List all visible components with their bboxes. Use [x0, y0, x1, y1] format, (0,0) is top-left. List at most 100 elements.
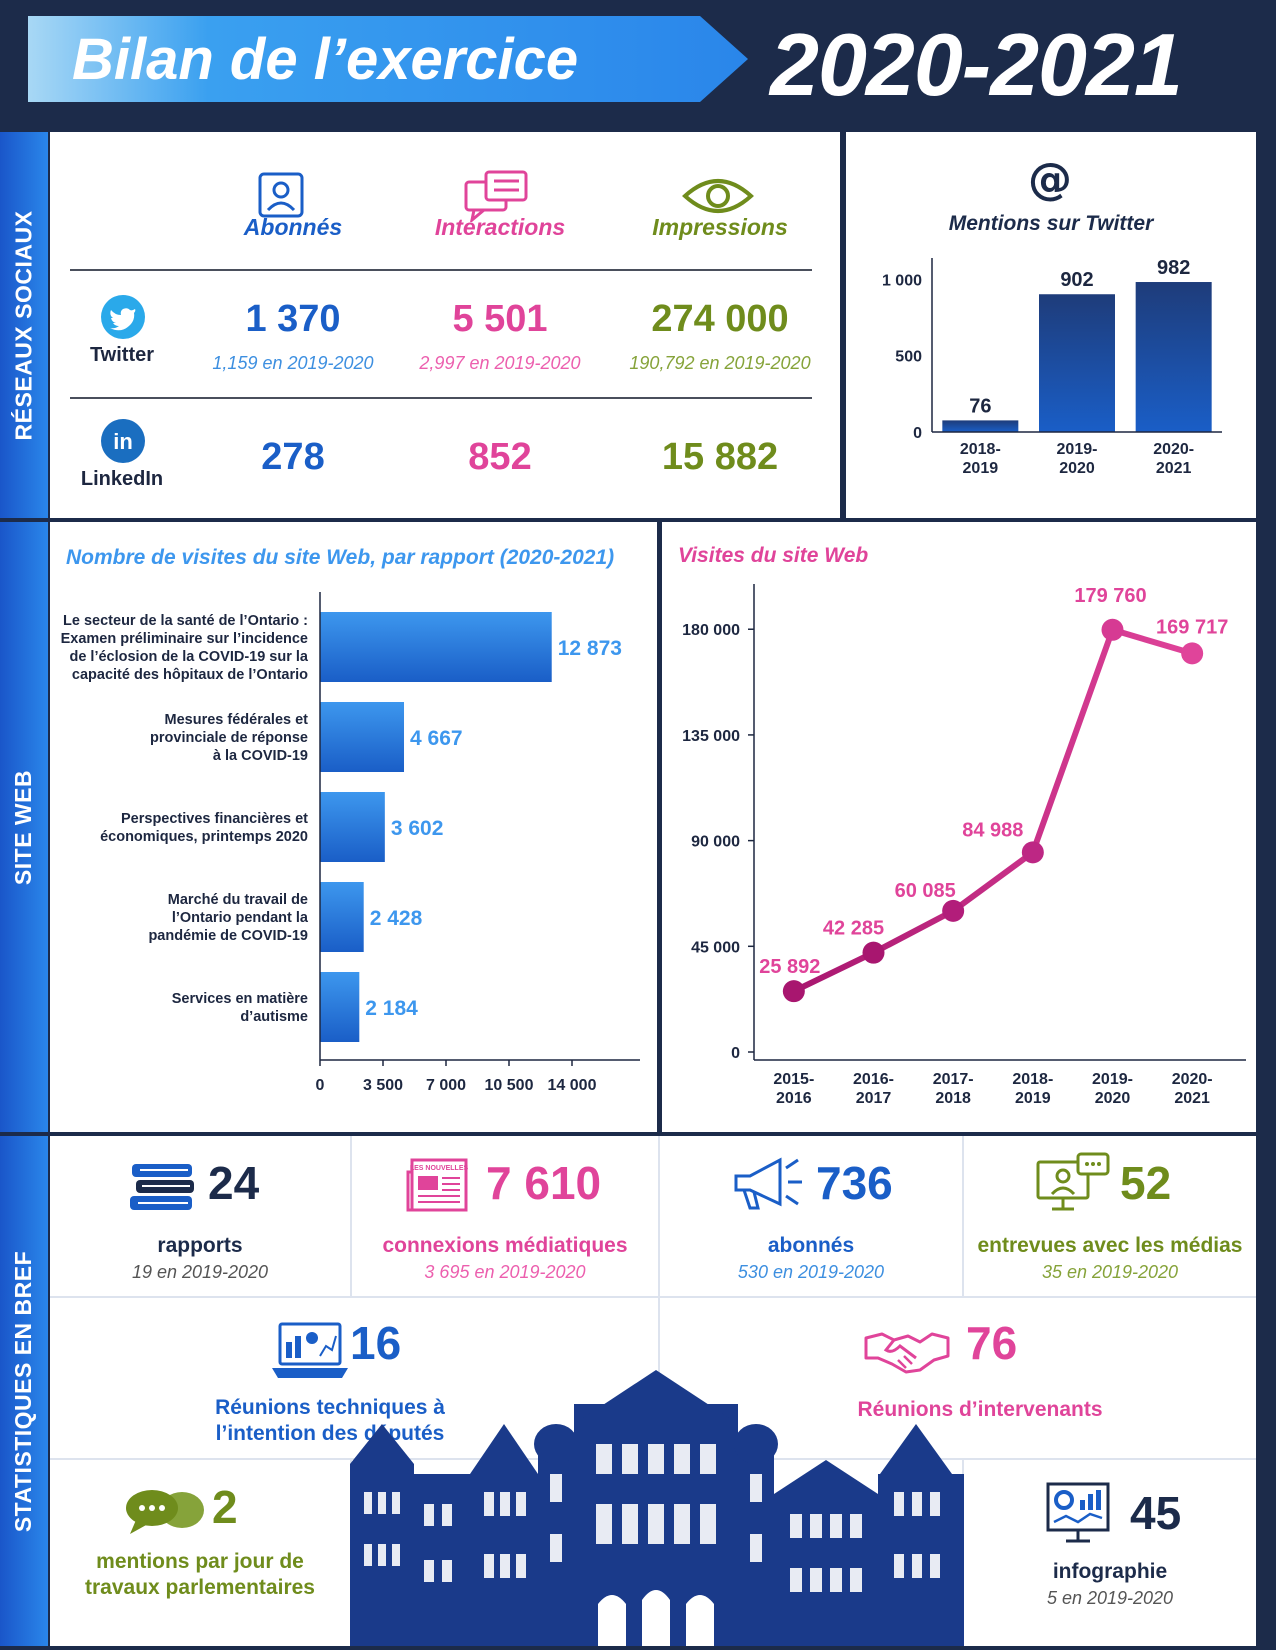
data-label: 3 602	[391, 817, 444, 840]
data-label: 902	[1060, 269, 1093, 291]
category-label: Le secteur de la santé de l’Ontario : Exa…	[61, 613, 309, 683]
speech-bubbles-icon	[126, 1490, 204, 1534]
stat-media-value: 7 610	[486, 1157, 602, 1209]
social-panel: Abonnés Interactions Impressions Twitter…	[50, 132, 840, 518]
x-tick-label: 2020-2021	[1153, 441, 1194, 477]
x-tick-label: 0	[316, 1077, 325, 1094]
stat-reports-previous: 19 en 2019-2020	[131, 1262, 269, 1282]
x-tick-label: 7 000	[426, 1077, 466, 1094]
bar	[320, 702, 405, 772]
stat-interviews-previous: 35 en 2019-2020	[1041, 1262, 1179, 1282]
bar	[942, 420, 1019, 432]
x-tick-label: 2019-2020	[1057, 441, 1098, 477]
bar	[1039, 294, 1115, 432]
megaphone-icon	[734, 1157, 802, 1210]
reports-panel: Nombre de visites du site Web, par rappo…	[50, 522, 657, 1132]
data-point	[942, 899, 965, 922]
handshake-icon	[864, 1332, 950, 1374]
svg-text:LES NOUVELLES: LES NOUVELLES	[410, 1165, 469, 1172]
newspaper-icon: LES NOUVELLES	[406, 1158, 469, 1212]
stat-media-label: connexions médiatiques	[382, 1234, 628, 1257]
data-label: 76	[969, 395, 991, 417]
x-tick-label: 14 000	[548, 1077, 597, 1094]
x-tick-label: 2018-2019	[960, 441, 1001, 477]
linkedin-icon: in	[101, 419, 145, 463]
x-tick-label: 2015-2016	[773, 1071, 814, 1107]
data-label: 12 873	[558, 637, 622, 660]
y-tick-label: 90 000	[691, 834, 740, 851]
stat-stakeholders-label: Réunions d’intervenants	[857, 1398, 1103, 1421]
y-tick-label: 135 000	[682, 728, 740, 745]
stat-infographics-previous: 5 en 2019-2020	[1046, 1588, 1174, 1608]
bar	[320, 612, 552, 682]
twitter-icon	[101, 295, 145, 339]
stat-stakeholders-value: 76	[966, 1317, 1018, 1369]
books-icon	[130, 1164, 194, 1210]
row-label-twitter: Twitter	[89, 344, 155, 366]
stat-reports-value: 24	[208, 1157, 260, 1209]
col-head-interactions: Interactions	[434, 214, 566, 240]
data-point	[1101, 618, 1124, 641]
data-label: 4 667	[410, 727, 463, 750]
data-point	[1181, 642, 1204, 665]
bar	[320, 882, 364, 952]
page-title: Bilan de l’exercice	[72, 27, 579, 92]
data-point	[782, 980, 805, 1003]
data-label: 2 184	[365, 997, 418, 1020]
col-head-followers: Abonnés	[243, 214, 343, 240]
chart-title: Mentions sur Twitter	[948, 212, 1154, 235]
stat-media-previous: 3 695 en 2019-2020	[424, 1262, 586, 1282]
svg-text:@: @	[1028, 154, 1072, 202]
bar	[320, 792, 385, 862]
twitter-impressions: 274 000	[651, 298, 789, 340]
y-tick-label: 500	[895, 349, 922, 366]
visits-chart: 0 45 000 90 000 135 000 180 000 25 892 2015-20…	[682, 584, 1246, 1107]
stat-tech-value: 16	[350, 1317, 402, 1369]
twitter-followers-previous: 1,159 en 2019-2020	[212, 353, 374, 373]
chart-title: Nombre de visites du site Web, par rappo…	[66, 546, 615, 569]
stat-subscribers-value: 736	[816, 1157, 893, 1209]
visits-panel: Visites du site Web 0 45 000 90 000 135 000…	[662, 522, 1256, 1132]
x-tick-label: 2020-2021	[1172, 1071, 1213, 1107]
section-label-stats: STATISTIQUES EN BREF	[0, 1136, 48, 1646]
stat-cell	[660, 1136, 962, 1296]
stats-panel: 24 rapports 19 en 2019-2020 LES NOUVELLE…	[50, 1136, 1256, 1646]
stat-infographics-value: 45	[1130, 1487, 1182, 1539]
stat-mentions-label: mentions par jour de	[96, 1550, 304, 1573]
data-label: 169 717	[1156, 616, 1228, 638]
y-tick-label: 0	[913, 425, 922, 442]
stat-interviews-value: 52	[1120, 1157, 1172, 1209]
data-label: 179 760	[1074, 585, 1146, 607]
chart-title: Visites du site Web	[678, 544, 869, 567]
data-label: 42 285	[823, 918, 884, 940]
video-interview-icon	[1036, 1152, 1110, 1211]
laptop-chart-icon	[272, 1322, 348, 1378]
section-label-web: SITE WEB	[0, 522, 48, 1132]
twitter-interactions-previous: 2,997 en 2019-2020	[419, 353, 581, 373]
x-tick-label: 3 500	[363, 1077, 403, 1094]
data-label: 25 892	[759, 956, 820, 978]
series-line	[792, 626, 1194, 994]
x-tick-label: 2016-2017	[853, 1071, 894, 1107]
twitter-followers: 1 370	[245, 298, 341, 340]
user-icon	[258, 172, 304, 218]
legislature-building-illustration	[350, 1370, 964, 1646]
stat-cell	[964, 1136, 1256, 1296]
category-label: Services en matière d’autisme	[172, 991, 308, 1025]
stat-infographics-label: infographie	[1052, 1560, 1168, 1583]
row-label-linkedin: LinkedIn	[80, 468, 164, 490]
data-label: 982	[1157, 257, 1190, 279]
divider	[70, 397, 812, 399]
twitter-interactions: 5 501	[452, 298, 548, 340]
x-tick-label: 2019-2020	[1092, 1071, 1133, 1107]
stat-subscribers-previous: 530 en 2019-2020	[737, 1262, 885, 1282]
chat-bubbles-icon	[464, 170, 528, 222]
stat-subscribers-label: abonnés	[767, 1234, 855, 1257]
page-year: 2020-2021	[770, 15, 1183, 114]
bar	[320, 972, 360, 1042]
header-banner	[28, 16, 748, 102]
section-label-social: RÉSEAUX SOCIAUX	[0, 132, 48, 518]
stat-cell	[50, 1136, 350, 1296]
stat-mentions-value: 2	[212, 1481, 238, 1533]
y-tick-label: 45 000	[691, 939, 740, 956]
